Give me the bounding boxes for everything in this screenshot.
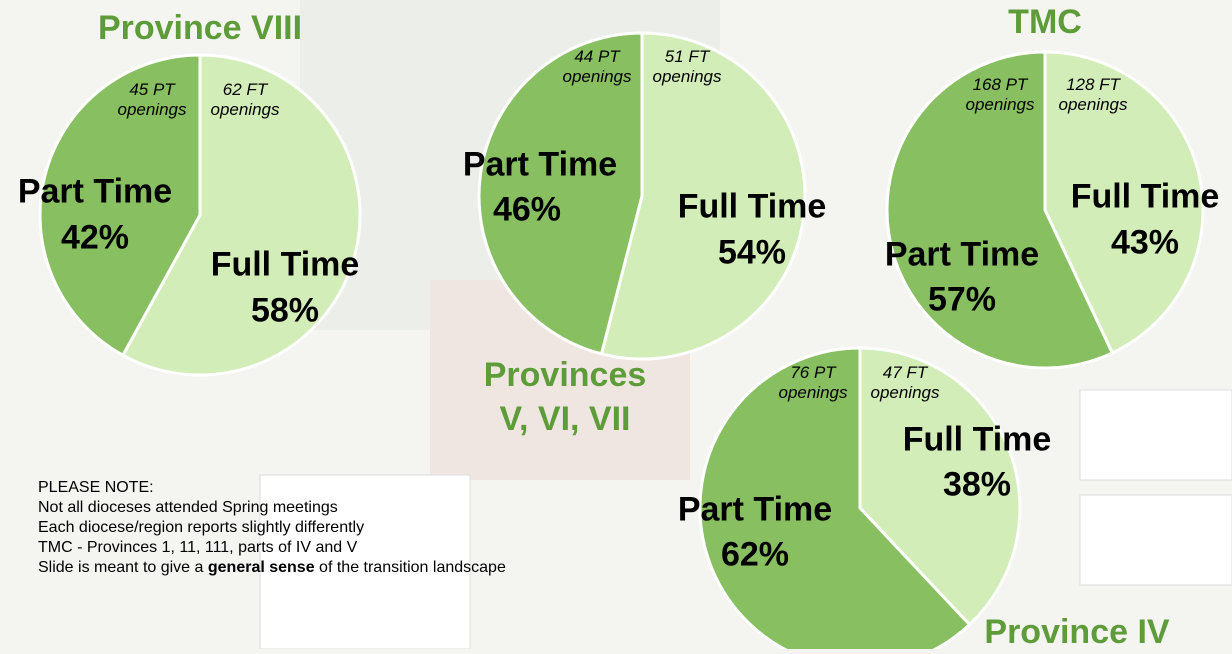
note-line: Slide is meant to give a general sense o… [38, 558, 506, 578]
pie-slice [1043, 50, 1205, 355]
slice-label: Part Time [884, 235, 1040, 274]
map-box [1079, 494, 1232, 586]
slice-value: 46% [492, 190, 562, 229]
annotation: 128 FT openings [1058, 75, 1128, 114]
note-text: Slide is meant to give a [38, 559, 208, 576]
note: PLEASE NOTE: Not all dioceses attended S… [38, 478, 506, 578]
chart-title: Province VIII [97, 9, 303, 47]
pie-slice [120, 53, 362, 377]
note-line: Each diocese/region reports slightly dif… [38, 519, 365, 536]
pie-slice [698, 346, 972, 649]
slice-value: 43% [1110, 223, 1180, 262]
note-line: Not all dioceses attended Spring meeting… [38, 499, 338, 516]
chart-title: Province IV [984, 613, 1170, 651]
annotation: 44 PT openings [562, 47, 632, 86]
slice-label: Part Time [462, 145, 618, 184]
slice-value: 42% [60, 218, 130, 257]
slice-value: 62% [720, 535, 790, 574]
annotation: 51 FT openings [652, 47, 722, 86]
slice-label: Full Time [210, 245, 360, 284]
pie-slice [885, 50, 1115, 370]
pie-slice [38, 53, 202, 358]
note-text: of the transition landscape [314, 559, 506, 576]
slice-value: 57% [927, 280, 997, 319]
annotation: 76 PT openings [778, 363, 848, 402]
slice-value: 58% [250, 291, 320, 330]
map-box [259, 474, 471, 649]
pie-slice [858, 346, 1022, 627]
chart-title: Provinces V, VI, VII [483, 356, 647, 438]
note-line: TMC - Provinces 1, 11, 111, parts of IV … [38, 539, 358, 556]
slice-label: Full Time [677, 187, 827, 226]
slice-value: 38% [942, 465, 1012, 504]
slice-label: Full Time [1070, 177, 1220, 216]
slice-label: Part Time [677, 490, 833, 529]
map-box [1079, 389, 1232, 481]
chart-title: TMC [1008, 3, 1082, 41]
note-title: PLEASE NOTE: [38, 479, 154, 496]
annotation: 168 PT openings [965, 75, 1035, 114]
annotation: 47 FT openings [870, 363, 940, 402]
pie-slice [477, 31, 644, 356]
slice-label: Full Time [902, 420, 1052, 459]
annotation: 62 FT openings [210, 80, 280, 119]
slice-value: 54% [717, 233, 787, 272]
pie-slice [599, 31, 807, 361]
note-bold: general sense [207, 559, 315, 576]
slice-label: Part Time [17, 172, 173, 211]
annotation: 45 PT openings [117, 80, 187, 119]
